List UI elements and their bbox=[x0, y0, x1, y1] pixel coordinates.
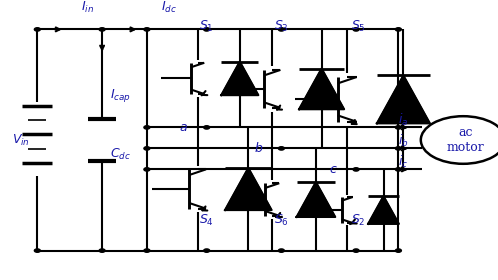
Text: $I_{in}$: $I_{in}$ bbox=[81, 0, 94, 15]
Text: $S_3$: $S_3$ bbox=[274, 18, 289, 34]
Circle shape bbox=[144, 168, 150, 171]
Text: $I_{dc}$: $I_{dc}$ bbox=[161, 0, 177, 15]
Circle shape bbox=[144, 147, 150, 150]
Text: $c$: $c$ bbox=[329, 163, 338, 176]
Circle shape bbox=[34, 249, 40, 252]
Circle shape bbox=[204, 249, 210, 252]
Circle shape bbox=[278, 147, 284, 150]
Text: $I_{cap}$: $I_{cap}$ bbox=[110, 87, 130, 104]
Text: $S_2$: $S_2$ bbox=[351, 213, 366, 228]
Circle shape bbox=[421, 116, 498, 164]
Circle shape bbox=[99, 249, 105, 252]
Polygon shape bbox=[368, 196, 399, 224]
Text: ac
motor: ac motor bbox=[447, 126, 485, 154]
Circle shape bbox=[353, 249, 359, 252]
Circle shape bbox=[278, 28, 284, 31]
Polygon shape bbox=[377, 75, 430, 123]
Circle shape bbox=[204, 126, 210, 129]
Circle shape bbox=[395, 147, 401, 150]
Circle shape bbox=[204, 28, 210, 31]
Polygon shape bbox=[297, 182, 335, 217]
Circle shape bbox=[34, 28, 40, 31]
Text: $V_{in}$: $V_{in}$ bbox=[12, 132, 30, 148]
Circle shape bbox=[144, 249, 150, 252]
Circle shape bbox=[278, 249, 284, 252]
Text: $a$: $a$ bbox=[179, 121, 188, 134]
Polygon shape bbox=[225, 168, 271, 210]
Text: $S_6$: $S_6$ bbox=[274, 213, 289, 228]
Text: $i_c$: $i_c$ bbox=[398, 154, 408, 170]
Circle shape bbox=[99, 28, 105, 31]
Text: $S_5$: $S_5$ bbox=[351, 18, 366, 34]
Text: $C_{dc}$: $C_{dc}$ bbox=[110, 146, 130, 162]
Circle shape bbox=[395, 249, 401, 252]
Text: $i_a$: $i_a$ bbox=[398, 112, 409, 128]
Circle shape bbox=[353, 28, 359, 31]
Circle shape bbox=[395, 28, 401, 31]
Text: $b$: $b$ bbox=[253, 141, 263, 155]
Text: $S_4$: $S_4$ bbox=[199, 213, 214, 228]
Text: $S_1$: $S_1$ bbox=[199, 18, 214, 34]
Text: $i_b$: $i_b$ bbox=[398, 133, 409, 149]
Circle shape bbox=[144, 28, 150, 31]
Circle shape bbox=[353, 168, 359, 171]
Circle shape bbox=[395, 168, 401, 171]
Circle shape bbox=[395, 126, 401, 129]
Circle shape bbox=[144, 126, 150, 129]
Polygon shape bbox=[221, 62, 258, 95]
Polygon shape bbox=[299, 69, 344, 109]
